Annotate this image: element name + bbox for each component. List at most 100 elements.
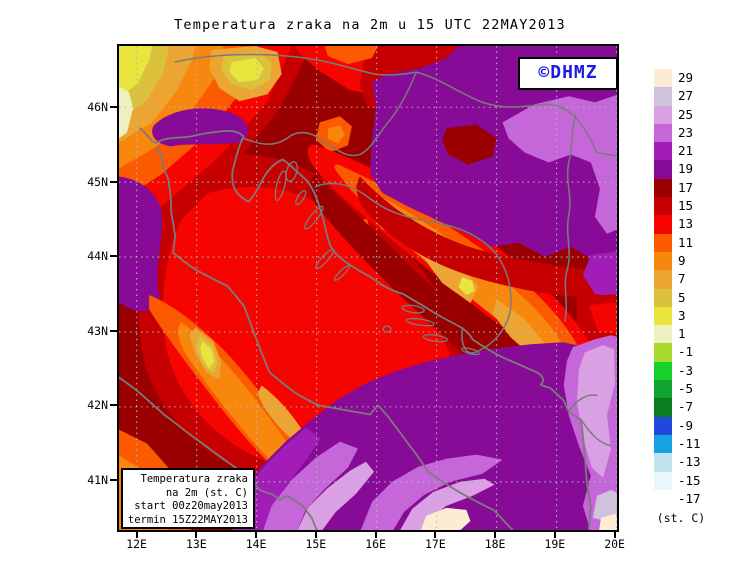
color-legend: 29 27 25 23 21 19 17 15 13 11 9 7 5 3 1 -1 -3 -5 -7 -9 -11 -1… [654,69,701,509]
legend-value: 25 [678,106,694,122]
legend-value: 15 [678,198,694,214]
lat-label: 43N [87,323,108,338]
lon-tick [613,532,616,538]
legend-swatch [654,197,672,216]
lon-tick [195,532,198,538]
legend-swatch [654,178,672,198]
legend-swatch [654,325,672,344]
legend-value: 17 [678,179,694,195]
legend-value: 9 [678,252,686,268]
dhmz-logo-text: ©DHMZ [538,62,598,83]
legend-entry: -11 [654,434,701,454]
legend-unit-label: (st. C) [656,511,706,525]
lat-tick [110,329,117,332]
lon-tick [314,532,317,538]
run-info-line: Temperatura zraka [140,473,248,485]
legend-entry: -5 [654,380,701,399]
legend-entry: 11 [654,233,701,252]
legend-value: 5 [678,289,686,305]
legend-entry: 21 [654,142,701,161]
legend-value: 11 [678,234,694,250]
legend-swatch [654,398,672,417]
legend-entry: 29 [654,69,701,88]
legend-entry: -15 [654,471,701,490]
lon-tick [434,532,437,538]
legend-swatch [654,434,672,454]
legend-entry: -3 [654,361,701,381]
legend-value: -17 [678,490,701,506]
legend-swatch [654,215,672,234]
run-info-line: start 00z20may2013 [134,500,248,512]
legend-entry: 9 [654,251,701,271]
legend-swatch [654,270,672,289]
legend-value: 21 [678,143,694,159]
legend-value: 7 [678,271,686,287]
legend-entry: -17 [654,489,701,509]
legend-entry: 13 [654,215,701,234]
lon-label: 13E [185,537,207,551]
legend-entry: 23 [654,123,701,143]
legend-entry: 27 [654,87,701,106]
map-canvas [119,46,617,530]
lon-label: 18E [484,537,506,551]
lat-tick [110,180,117,183]
temperature-field [119,46,617,530]
lat-tick [110,106,117,108]
legend-swatch [654,69,672,88]
lon-tick [255,532,258,538]
legend-swatch [654,251,672,271]
legend-swatch [654,233,672,252]
run-info-line: na 2m (st. C) [165,486,248,499]
legend-entry: -7 [654,398,701,417]
lat-label: 41N [87,473,108,487]
legend-value: 23 [678,124,694,140]
legend-swatch [654,416,672,435]
lat-label: 45N [87,174,108,189]
legend-value: -9 [678,417,694,433]
legend-swatch [654,123,672,143]
lon-label: 15E [305,537,327,551]
lon-label: 20E [604,537,625,551]
run-info-line: termin 15Z22MAY2013 [127,513,248,526]
legend-value: 1 [678,326,686,342]
lon-label: 14E [245,537,267,551]
legend-value: -1 [678,344,694,360]
legend-swatch [654,142,672,161]
legend-swatch [654,489,672,509]
legend-value: -13 [678,454,701,470]
legend-value: -5 [678,381,694,397]
legend-value: 3 [678,307,686,323]
legend-entry: 7 [654,270,701,289]
grid-lines [119,46,617,530]
lat-label: 46N [87,100,108,114]
lon-tick [374,532,377,538]
legend-entry: -9 [654,416,701,435]
legend-value: -3 [678,362,694,378]
legend-entry: 25 [654,105,701,124]
run-info-box: Temperatura zraka na 2m (st. C) start 00z2… [121,468,255,529]
country-borders [174,53,617,447]
legend-swatch [654,380,672,399]
lat-tick [110,404,117,407]
lon-label: 19E [544,537,566,551]
lon-tick [553,532,556,538]
dhmz-logo: ©DHMZ [518,57,618,90]
lat-tick [110,479,117,481]
legend-value: 29 [678,70,694,85]
legend-entry: 1 [654,325,701,344]
lon-tick [135,532,138,538]
legend-swatch [654,288,672,307]
legend-value: -7 [678,399,694,415]
lon-tick [494,532,497,538]
legend-value: 13 [678,216,694,232]
legend-entry: 5 [654,288,701,307]
legend-swatch [654,87,672,106]
legend-swatch [654,361,672,381]
legend-entry: 15 [654,197,701,216]
legend-value: -11 [678,435,701,451]
lon-label: 12E [126,537,147,551]
legend-entry: 19 [654,160,701,179]
legend-swatch [654,471,672,490]
lat-label: 42N [87,398,108,413]
